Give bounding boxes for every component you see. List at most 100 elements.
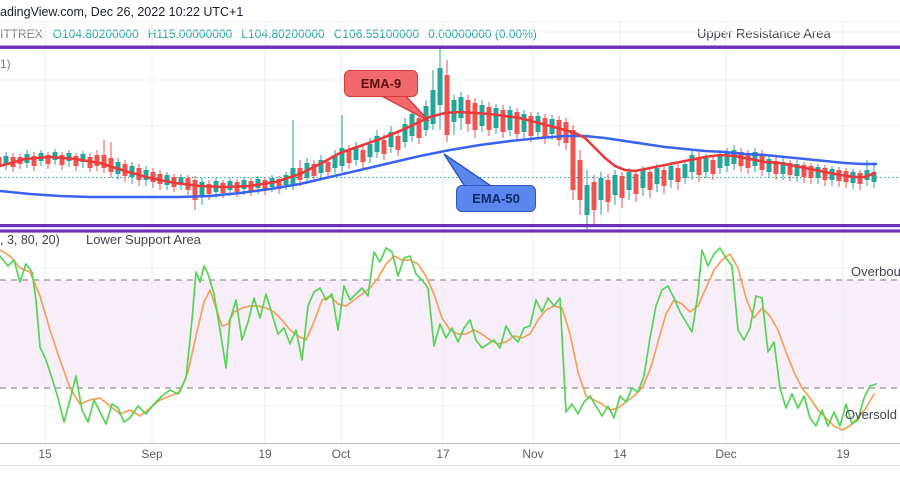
candle-body [556, 120, 562, 140]
time-axis-label: 19 [258, 447, 272, 461]
candle-body [514, 112, 520, 134]
candle-body [45, 155, 51, 164]
exchange-label: ITTREX [0, 27, 43, 41]
indicator-legend-fragment: 1) [0, 57, 11, 71]
candle-body [640, 170, 646, 188]
watermark-date-line: adingView.com, Dec 26, 2022 10:22 UTC+1 [0, 5, 244, 19]
time-axis-label: 17 [436, 447, 450, 461]
candle-body [3, 156, 9, 164]
candle-body [437, 68, 443, 105]
candle-body [794, 164, 800, 176]
candle-body [80, 154, 86, 162]
ema50-line [0, 134, 878, 199]
candle-body [353, 147, 359, 160]
candle-body [591, 182, 597, 210]
candle-body [325, 162, 331, 172]
candle-body [283, 175, 289, 185]
stochastic-legend-fragment: , 3, 80, 20) [0, 233, 60, 247]
ema9-callout-label: EMA-9 [360, 76, 402, 91]
low-value: L104.80200000 [241, 27, 325, 41]
candle-body [696, 157, 702, 175]
candle-body [360, 150, 366, 162]
candle-body [675, 168, 681, 182]
candle-body [164, 175, 170, 185]
overbought-label: Overbought [851, 264, 900, 279]
candle-body [612, 175, 618, 195]
candle-body [871, 172, 877, 182]
candle-body [773, 161, 779, 174]
candle-body [472, 103, 478, 130]
time-axis[interactable]: 15 Sep 19 Oct 17 Nov 14 Dec 19 [0, 443, 900, 466]
ema9-callout[interactable]: EMA-9 [344, 70, 418, 97]
candle-body [388, 132, 394, 147]
support-line [0, 224, 900, 228]
candle-body [311, 164, 317, 176]
candle-body [143, 170, 149, 180]
time-axis-label: 19 [836, 447, 850, 461]
candle-body [444, 75, 450, 135]
time-axis-label: Dec [715, 447, 737, 461]
time-axis-label: 14 [613, 447, 627, 461]
candle-body [703, 158, 709, 172]
candle-body [633, 174, 639, 194]
open-value: O104.80200000 [52, 27, 139, 41]
candle-body [206, 184, 212, 194]
candle-body [647, 172, 653, 190]
ema50-callout-tail [443, 153, 497, 189]
candle-body [815, 167, 821, 178]
ohlc-legend: ITTREX O104.80200000 H115.00000000 L104.802… [0, 27, 546, 41]
candle-body [178, 177, 184, 185]
candle-body [94, 155, 100, 166]
close-value: C106.55100000 [333, 27, 420, 41]
candle-body [570, 130, 576, 190]
candle-body [0, 157, 2, 166]
candle-body [381, 140, 387, 154]
candle-body [521, 114, 527, 132]
candle-body [374, 136, 380, 152]
oversold-label: Oversold L [845, 407, 900, 422]
resistance-line [0, 45, 900, 49]
candle-body [682, 164, 688, 178]
candle-body [710, 160, 716, 174]
candle-body [150, 172, 156, 182]
candle-body [577, 160, 583, 200]
candle-body [626, 172, 632, 190]
high-value: H115.00000000 [147, 27, 233, 41]
candle-body [59, 155, 65, 165]
candle-body [73, 156, 79, 166]
candle-body [745, 154, 751, 168]
candle-body [738, 152, 744, 166]
lower-support-label: Lower Support Area [86, 232, 201, 247]
candle-body [493, 108, 499, 128]
time-axis-label: Nov [522, 447, 544, 461]
candle-body [52, 152, 58, 160]
candle-body [507, 110, 513, 130]
candle-body [787, 163, 793, 175]
candle-body [563, 122, 569, 143]
candle-body [724, 152, 730, 166]
candle-body [395, 136, 401, 150]
candle-body [402, 124, 408, 142]
candle-body [808, 166, 814, 178]
candle-body [717, 154, 723, 168]
candle-body [108, 158, 114, 172]
candle-body [318, 160, 324, 173]
support-line [0, 229, 900, 233]
candle-body [542, 118, 548, 138]
ema50-callout[interactable]: EMA-50 [456, 185, 536, 212]
candle-body [766, 159, 772, 172]
candle-body [619, 176, 625, 198]
candle-body [486, 107, 492, 130]
time-axis-label: 15 [38, 447, 52, 461]
candle-body [101, 155, 107, 168]
candle-body [668, 166, 674, 180]
candle-body [654, 168, 660, 184]
candle-body [500, 110, 506, 132]
time-axis-label: Sep [141, 447, 163, 461]
candle-body [451, 100, 457, 122]
candle-body [605, 180, 611, 202]
candle-body [262, 180, 268, 190]
candle-body [129, 166, 135, 177]
